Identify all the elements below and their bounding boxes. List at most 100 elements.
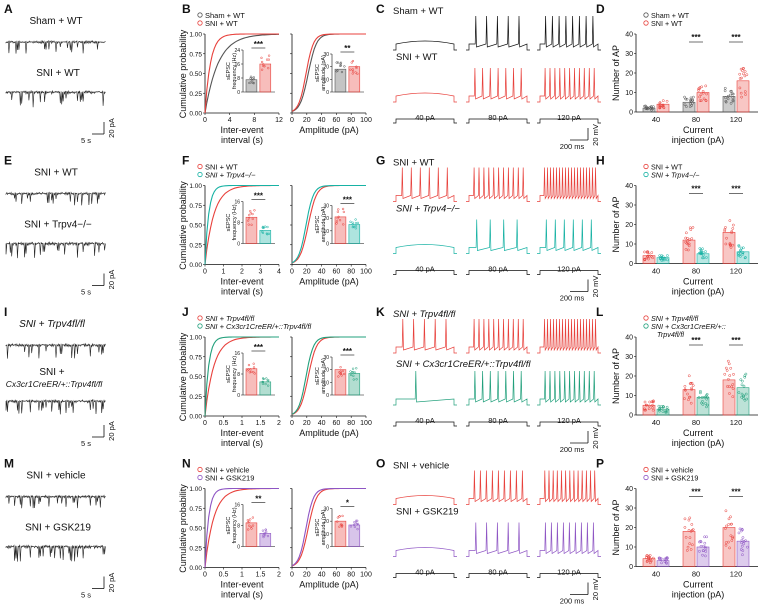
- inset-point: [251, 524, 255, 527]
- dot-point: [647, 255, 651, 259]
- inset-point: [351, 223, 354, 226]
- scale-label: 20 mV: [591, 276, 600, 298]
- dot-point: [701, 91, 705, 95]
- cdf-xlabel: interval (s): [221, 135, 263, 145]
- inset-point: [342, 210, 346, 214]
- dot-tick-label: 80: [692, 267, 700, 276]
- inset-point: [356, 527, 359, 531]
- dot-point: [701, 403, 705, 406]
- dot-point: [730, 385, 734, 389]
- inset-point: [351, 59, 355, 63]
- dot-bar: [736, 387, 750, 416]
- dot-point: [744, 539, 747, 543]
- dot-xlabel: injection (pA): [672, 135, 725, 145]
- dot-point: [704, 250, 707, 253]
- cdf-tick-label: 80: [347, 420, 355, 427]
- ap-label: SNI + WT: [393, 158, 435, 169]
- dot-point: [742, 384, 746, 388]
- cdf-tick-label: 0.5: [219, 572, 229, 579]
- dot-point: [647, 407, 651, 411]
- current-step: [537, 270, 601, 275]
- inset-ylabel: amplitude (pA): [321, 509, 327, 545]
- inset-tick-label: 0: [326, 393, 329, 399]
- current-label: 120 pA: [557, 416, 581, 425]
- ap-trace: [393, 370, 457, 406]
- dot-point: [683, 103, 687, 107]
- cdf-tick-label: 0.75: [189, 506, 202, 513]
- dot-ylabel: Number of AP: [611, 45, 621, 101]
- cdf-xlabel: Amplitude (pA): [299, 428, 359, 438]
- inset-ylabel: sEPSC: [226, 214, 232, 232]
- dot-point: [645, 106, 649, 110]
- dot-point: [647, 555, 651, 559]
- dot-point: [645, 256, 649, 260]
- current-label: 80 pA: [488, 568, 508, 577]
- cdf-tick-label: 1.5: [256, 420, 266, 427]
- legend-entry: SNI + Trpv4fl/fl: [651, 314, 699, 323]
- dot-point: [740, 544, 744, 548]
- inset-tick-label: 8: [237, 76, 240, 82]
- inset-point: [247, 528, 250, 531]
- dot-xlabel: Current: [683, 277, 714, 287]
- legend-marker: [643, 323, 649, 329]
- cdf-tick-label: 100: [360, 420, 372, 427]
- dot-point: [705, 392, 709, 396]
- inset-point: [355, 367, 358, 370]
- inset-bar: [259, 381, 272, 396]
- dot-tick-label: 0: [629, 110, 633, 117]
- inset-tick-label: 0: [326, 242, 329, 248]
- ap-trace: [537, 15, 601, 51]
- cdf-tick-label: 0.25: [189, 394, 202, 401]
- dot-point: [684, 248, 688, 251]
- dot-point: [687, 398, 690, 402]
- dot-point: [705, 256, 708, 259]
- dot-point: [688, 238, 692, 242]
- inset-point: [260, 68, 264, 71]
- inset-point: [337, 215, 340, 218]
- epsc-trace: [5, 89, 106, 108]
- cdf-tick-label: 8: [252, 117, 256, 124]
- current-step: [537, 573, 601, 578]
- epsc-trace: [5, 544, 106, 562]
- dot-point: [690, 523, 694, 526]
- inset-point: [261, 230, 264, 233]
- inset-point: [352, 374, 355, 378]
- dot-tick-label: 40: [625, 486, 633, 493]
- dot-point: [697, 251, 701, 255]
- dot-point: [644, 104, 647, 108]
- dot-xlabel: injection (pA): [672, 438, 725, 448]
- dot-point: [665, 99, 669, 103]
- dot-tick-label: 30: [625, 203, 633, 210]
- legend-marker: [197, 171, 203, 178]
- epsc-trace: [5, 342, 106, 359]
- dot-point: [691, 384, 695, 387]
- dot-point: [702, 549, 705, 552]
- inset-point: [343, 372, 346, 376]
- legend-entry: SNI + WT: [205, 163, 238, 172]
- inset-point: [337, 208, 340, 211]
- inset-tick-label: 30: [323, 355, 329, 361]
- dot-bar: [682, 531, 696, 567]
- inset-ylabel: sEPSC: [315, 519, 321, 537]
- dot-point: [743, 90, 747, 93]
- panel-letter: L: [596, 305, 603, 319]
- dot-tick-label: 30: [625, 354, 633, 361]
- ap-trace: [466, 470, 530, 505]
- legend-entry: SNI + vehicle: [651, 466, 694, 475]
- dot-point: [688, 542, 692, 546]
- legend-marker: [197, 466, 203, 473]
- dot-point: [706, 395, 709, 399]
- panel-letter: B: [182, 2, 191, 16]
- dot-point: [689, 381, 693, 385]
- trace-label: SNI +: [39, 367, 64, 378]
- dot-point: [698, 391, 702, 395]
- inset-bar: [348, 66, 361, 93]
- inset-tick-label: 8: [237, 524, 240, 530]
- trace-label: SNI + GSK219: [25, 523, 91, 534]
- dot-point: [728, 374, 732, 377]
- dot-point: [731, 98, 735, 102]
- scale-label: 20 mV: [591, 124, 600, 146]
- ap-trace: [466, 67, 530, 103]
- inset-point: [355, 378, 358, 381]
- cdf-tick-label: 0.25: [189, 242, 202, 249]
